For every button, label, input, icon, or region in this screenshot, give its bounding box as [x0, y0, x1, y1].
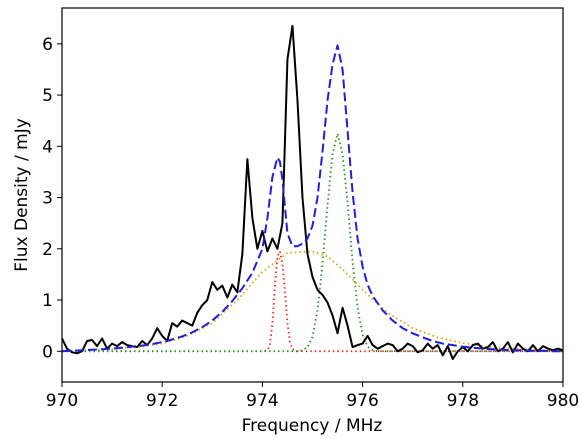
y-axis-title: Flux Density / mJy	[12, 118, 32, 272]
x-tick-label: 976	[346, 391, 378, 411]
x-tick-label: 980	[547, 391, 579, 411]
y-tick-label: 3	[42, 189, 53, 209]
x-tick-label: 978	[447, 391, 479, 411]
y-tick-label: 1	[42, 291, 53, 311]
x-axis: 970 972 974 976 978 980	[46, 382, 579, 411]
y-tick-label: 6	[42, 35, 53, 55]
x-tick-label: 970	[46, 391, 78, 411]
x-tick-label: 974	[246, 391, 278, 411]
y-tick-label: 5	[42, 86, 53, 106]
x-axis-title: Frequency / MHz	[242, 416, 383, 436]
plot-frame	[61, 7, 564, 383]
series-line-1	[61, 44, 563, 353]
y-tick-label: 4	[42, 137, 53, 157]
y-tick-label: 0	[42, 342, 53, 362]
series-line-0	[61, 24, 564, 360]
y-axis: 0 1 2 3 4 5 6	[42, 35, 62, 362]
y-tick-label: 2	[42, 240, 53, 260]
series-layer	[61, 24, 564, 360]
x-tick-label: 972	[146, 391, 178, 411]
